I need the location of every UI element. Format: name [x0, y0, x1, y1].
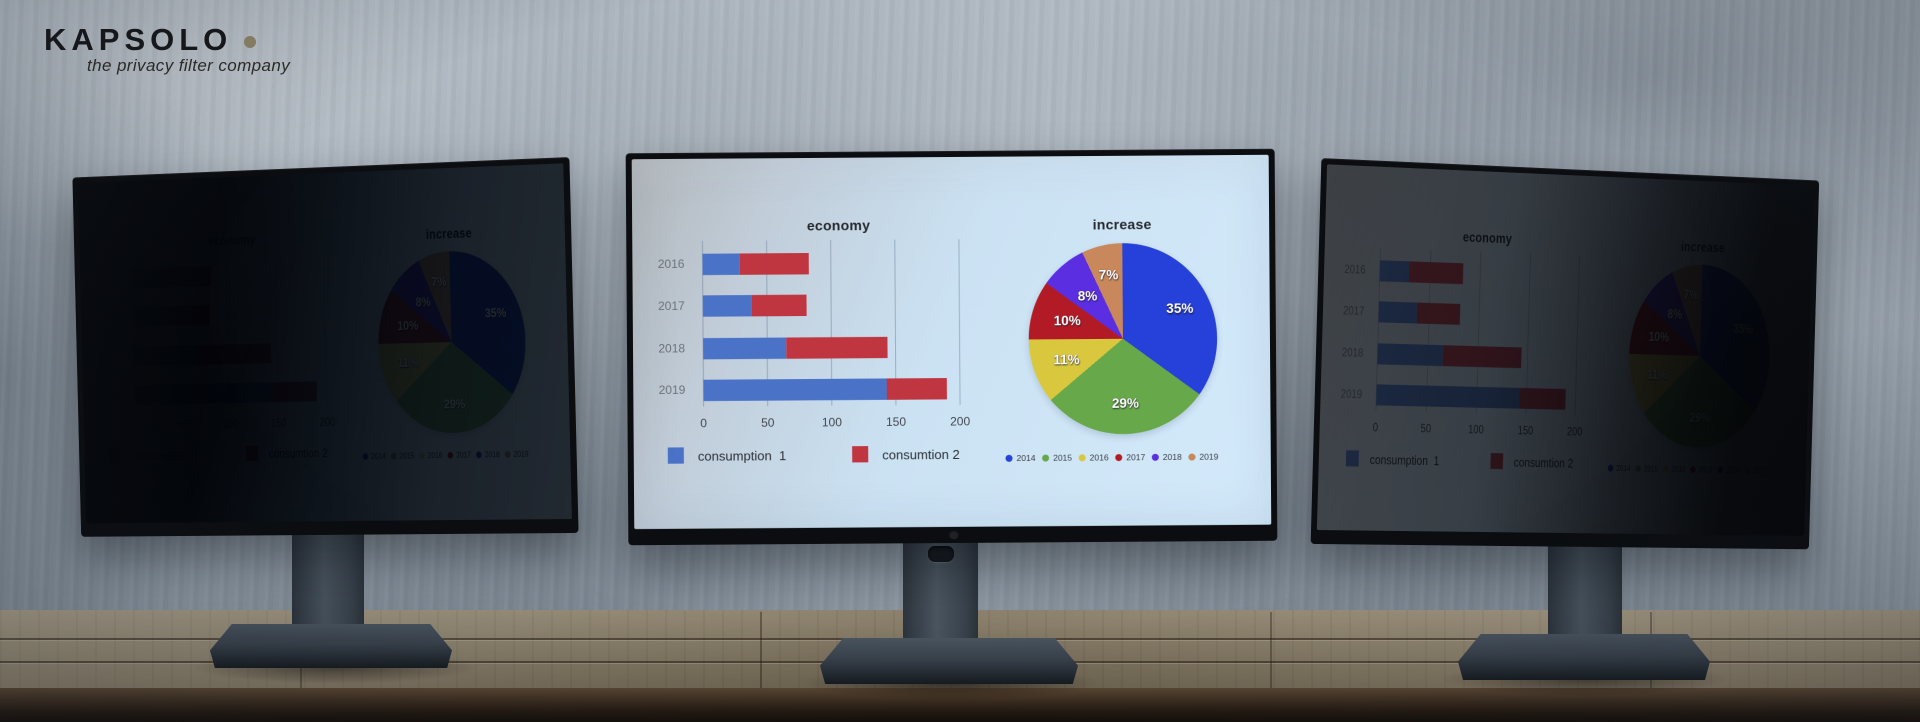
monitor-bezel: economy0501001502002016201720182019consu…: [625, 148, 1278, 546]
desk-plank-seam: [760, 612, 762, 688]
monitor-center-clear: economy0501001502002016201720182019consu…: [625, 148, 1278, 546]
monitor-stand-base: [820, 638, 1078, 684]
monitor-bezel: economy0501001502002016201720182019consu…: [1310, 158, 1820, 550]
monitor-stand-column: [292, 525, 364, 632]
brand-tagline: the privacy filter company: [87, 56, 291, 75]
desk-plank-seam: [1270, 612, 1272, 688]
screen-left: economy0501001502002016201720182019consu…: [77, 163, 573, 524]
monitor-stand-base: [210, 624, 452, 668]
dell-logo: [948, 529, 958, 540]
screen-glass-sheen: [631, 154, 1272, 530]
monitor-stand-column: [1548, 530, 1622, 645]
privacy-filter-overlay: [1316, 164, 1814, 536]
brand-dot-icon: [244, 36, 257, 48]
brand-name: KAPSOLO: [44, 22, 233, 57]
monitor-stand-base: [1458, 634, 1710, 680]
monitor-right-privacy-filter: economy0501001502002016201720182019consu…: [1310, 158, 1820, 550]
screen-center: economy0501001502002016201720182019consu…: [631, 154, 1272, 530]
screen-right: economy0501001502002016201720182019consu…: [1316, 164, 1814, 536]
monitor-left-privacy-filter: economy0501001502002016201720182019consu…: [72, 157, 579, 537]
brand-logo: KAPSOLO the privacy filter company: [44, 22, 290, 76]
privacy-filter-overlay: [77, 163, 573, 524]
cable-slot: [928, 546, 954, 562]
monitor-bezel: economy0501001502002016201720182019consu…: [72, 157, 579, 537]
